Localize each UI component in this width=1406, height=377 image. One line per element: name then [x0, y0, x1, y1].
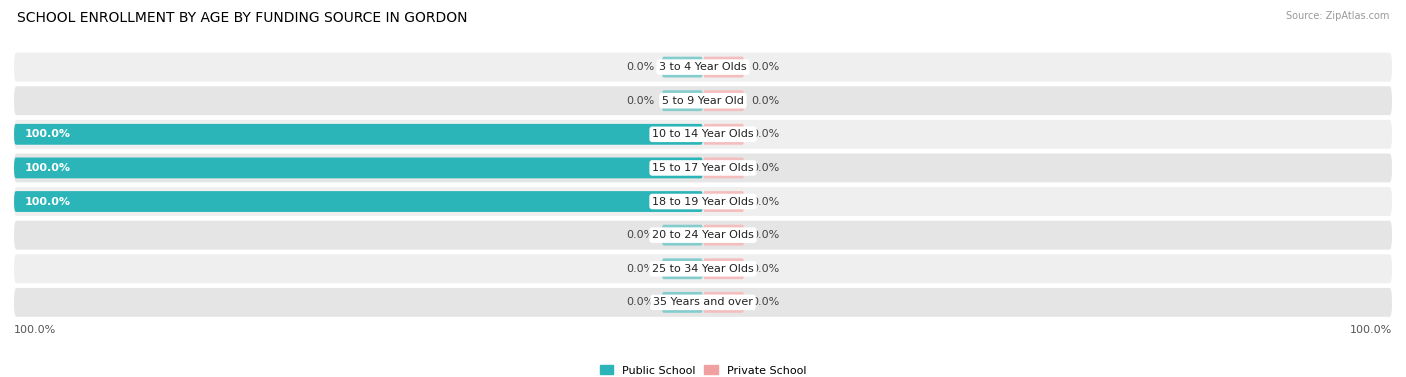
Text: 0.0%: 0.0% — [751, 129, 779, 139]
FancyBboxPatch shape — [703, 191, 744, 212]
Text: Source: ZipAtlas.com: Source: ZipAtlas.com — [1285, 11, 1389, 21]
Text: 0.0%: 0.0% — [627, 62, 655, 72]
Text: 35 Years and over: 35 Years and over — [652, 297, 754, 307]
Text: 10 to 14 Year Olds: 10 to 14 Year Olds — [652, 129, 754, 139]
Text: 0.0%: 0.0% — [751, 62, 779, 72]
Text: 3 to 4 Year Olds: 3 to 4 Year Olds — [659, 62, 747, 72]
FancyBboxPatch shape — [14, 124, 703, 145]
FancyBboxPatch shape — [662, 225, 703, 245]
Text: 0.0%: 0.0% — [751, 196, 779, 207]
Text: 0.0%: 0.0% — [627, 230, 655, 240]
FancyBboxPatch shape — [14, 288, 1392, 317]
Text: 0.0%: 0.0% — [751, 163, 779, 173]
FancyBboxPatch shape — [14, 86, 1392, 115]
FancyBboxPatch shape — [703, 225, 744, 245]
FancyBboxPatch shape — [14, 53, 1392, 81]
Text: 0.0%: 0.0% — [751, 230, 779, 240]
FancyBboxPatch shape — [14, 221, 1392, 250]
Text: 0.0%: 0.0% — [751, 96, 779, 106]
Text: 20 to 24 Year Olds: 20 to 24 Year Olds — [652, 230, 754, 240]
FancyBboxPatch shape — [14, 254, 1392, 283]
FancyBboxPatch shape — [14, 158, 703, 178]
Text: 0.0%: 0.0% — [627, 264, 655, 274]
FancyBboxPatch shape — [662, 292, 703, 313]
FancyBboxPatch shape — [14, 191, 703, 212]
Text: 100.0%: 100.0% — [1350, 325, 1392, 335]
Text: 0.0%: 0.0% — [751, 297, 779, 307]
Text: 5 to 9 Year Old: 5 to 9 Year Old — [662, 96, 744, 106]
FancyBboxPatch shape — [14, 187, 1392, 216]
FancyBboxPatch shape — [14, 120, 1392, 149]
Text: 15 to 17 Year Olds: 15 to 17 Year Olds — [652, 163, 754, 173]
Text: 100.0%: 100.0% — [14, 325, 56, 335]
Legend: Public School, Private School: Public School, Private School — [595, 361, 811, 377]
FancyBboxPatch shape — [703, 292, 744, 313]
FancyBboxPatch shape — [662, 258, 703, 279]
Text: 100.0%: 100.0% — [24, 196, 70, 207]
FancyBboxPatch shape — [662, 57, 703, 78]
Text: SCHOOL ENROLLMENT BY AGE BY FUNDING SOURCE IN GORDON: SCHOOL ENROLLMENT BY AGE BY FUNDING SOUR… — [17, 11, 467, 25]
FancyBboxPatch shape — [703, 258, 744, 279]
Text: 0.0%: 0.0% — [627, 96, 655, 106]
FancyBboxPatch shape — [703, 90, 744, 111]
Text: 100.0%: 100.0% — [24, 129, 70, 139]
Text: 25 to 34 Year Olds: 25 to 34 Year Olds — [652, 264, 754, 274]
Text: 18 to 19 Year Olds: 18 to 19 Year Olds — [652, 196, 754, 207]
FancyBboxPatch shape — [703, 124, 744, 145]
Text: 0.0%: 0.0% — [751, 264, 779, 274]
FancyBboxPatch shape — [703, 57, 744, 78]
Text: 0.0%: 0.0% — [627, 297, 655, 307]
Text: 100.0%: 100.0% — [24, 163, 70, 173]
FancyBboxPatch shape — [703, 158, 744, 178]
FancyBboxPatch shape — [662, 90, 703, 111]
FancyBboxPatch shape — [14, 153, 1392, 182]
